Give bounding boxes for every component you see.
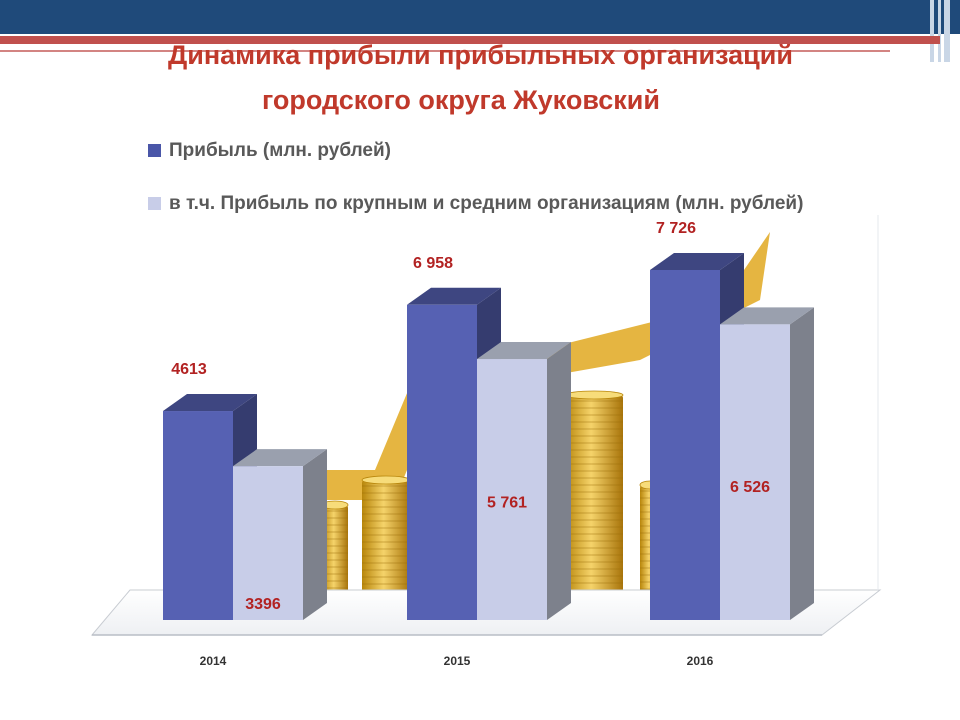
legend-label-series1: Прибыль (млн. рублей) bbox=[169, 140, 391, 161]
bar-side-2016-s2 bbox=[790, 307, 814, 620]
bars bbox=[163, 253, 814, 620]
accent-bar bbox=[0, 36, 940, 44]
bar-top-2016-s2 bbox=[720, 307, 814, 325]
x-axis: 2014 2015 2016 bbox=[200, 654, 714, 668]
legend-swatch-series1 bbox=[148, 144, 161, 157]
coin-stack bbox=[565, 395, 623, 605]
header-bar bbox=[0, 0, 960, 34]
header-stripe bbox=[930, 0, 934, 62]
data-label-2014-series2: 3396 bbox=[245, 596, 281, 613]
bar-2016-series1 bbox=[650, 270, 720, 620]
bar-side-2014-s2 bbox=[303, 449, 327, 620]
coin-top bbox=[361, 475, 411, 485]
header-stripe bbox=[944, 0, 950, 62]
data-label-2015-series1: 6 958 bbox=[413, 255, 453, 272]
accent-line bbox=[0, 50, 890, 52]
x-tick-label-2014: 2014 bbox=[200, 654, 227, 668]
bar-2016-series2 bbox=[720, 324, 790, 620]
coin-top bbox=[564, 390, 624, 400]
data-labels: 4613 6 958 7 726 3396 5 761 6 526 bbox=[171, 220, 770, 613]
legend-item-series2: в т.ч. Прибыль по крупным и средним орга… bbox=[148, 193, 803, 215]
x-tick-label-2015: 2015 bbox=[444, 654, 471, 668]
bar-2015-series2 bbox=[477, 359, 547, 620]
data-label-2016-series1: 7 726 bbox=[656, 220, 696, 237]
data-label-2015-series2: 5 761 bbox=[487, 495, 527, 512]
legend-label-series2: в т.ч. Прибыль по крупным и средним орга… bbox=[169, 193, 804, 214]
bar-top-2015-s1 bbox=[407, 287, 501, 305]
slide-title-line1: Динамика прибыли прибыльных организаций bbox=[168, 40, 793, 70]
coin-stack bbox=[362, 480, 410, 600]
x-tick-label-2016: 2016 bbox=[687, 654, 714, 668]
data-label-2014-series1: 4613 bbox=[171, 361, 207, 378]
bar-2015-series1 bbox=[407, 304, 477, 620]
bar-side-2015-s2 bbox=[547, 342, 571, 620]
coin-stack bbox=[322, 505, 348, 600]
legend-swatch-series2 bbox=[148, 197, 161, 210]
bar-2014-series2 bbox=[233, 466, 303, 620]
header-stripe bbox=[938, 0, 941, 62]
bar-top-2014-s1 bbox=[163, 394, 257, 412]
data-label-2016-series2: 6 526 bbox=[730, 479, 770, 496]
bar-top-2014-s2 bbox=[233, 449, 327, 467]
legend-item-series1: Прибыль (млн. рублей) bbox=[148, 140, 391, 162]
bar-2014-series1 bbox=[163, 411, 233, 620]
bar-top-2015-s2 bbox=[477, 342, 571, 360]
bar-top-2016-s1 bbox=[650, 253, 744, 270]
slide-title-line2: городского округа Жуковский bbox=[262, 85, 660, 115]
